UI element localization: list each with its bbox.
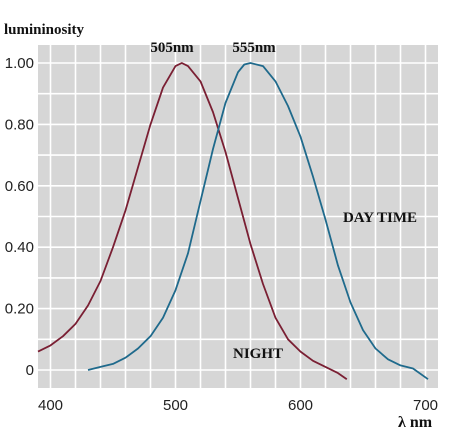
y-axis-label: lumininosity xyxy=(4,22,85,38)
y-tick-label: 0.80 xyxy=(5,116,34,133)
x-tick-label: 700 xyxy=(413,397,438,414)
grid xyxy=(38,45,438,388)
x-tick-label: 500 xyxy=(163,397,188,414)
x-axis-label: λ nm xyxy=(398,414,433,429)
tick-labels: 400 500 600 700 0 0.20 0.40 0.60 0.80 1.00 xyxy=(5,55,438,414)
series-layer xyxy=(37,62,429,380)
series-label-night: NIGHT xyxy=(233,346,283,362)
peak-annotation-day: 555nm xyxy=(232,40,276,56)
labels: lumininosity λ nm 505nm 555nm NIGHT DAY TIME xyxy=(4,22,433,429)
y-tick-label: 0.40 xyxy=(5,239,34,256)
y-tick-label: 1.00 xyxy=(5,55,34,72)
peak-annotation-night: 505nm xyxy=(150,40,194,56)
y-tick-label: 0.60 xyxy=(5,178,34,195)
y-tick-label: 0 xyxy=(26,362,34,379)
y-tick-label: 0.20 xyxy=(5,301,34,318)
series-line-night xyxy=(37,62,348,380)
x-tick-label: 400 xyxy=(38,397,63,414)
x-tick-label: 600 xyxy=(288,397,313,414)
series-label-day-time: DAY TIME xyxy=(343,210,417,226)
series-line-day-time xyxy=(87,62,429,380)
